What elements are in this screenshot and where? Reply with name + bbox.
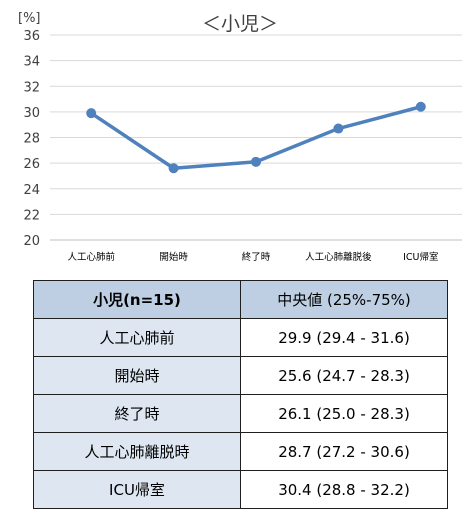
data-point <box>86 108 97 119</box>
row-value: 28.7 (27.2 - 30.6) <box>240 432 448 471</box>
x-tick-label: 終了時 <box>242 251 271 263</box>
data-point <box>415 101 426 112</box>
row-value: 25.6 (24.7 - 28.3) <box>240 356 448 395</box>
data-point <box>251 156 261 167</box>
table-row: 人工心肺前 29.9 (29.4 - 31.6) <box>33 318 448 357</box>
y-axis-unit-label: [%] <box>18 11 41 26</box>
series-line-group <box>86 101 426 174</box>
y-tick-label: 34 <box>23 55 40 70</box>
y-axis-ticks: 20 22 24 26 28 30 32 34 36 <box>23 29 40 249</box>
table-row: 終了時 26.1 (25.0 - 28.3) <box>33 394 448 433</box>
y-tick-label: 22 <box>23 208 40 223</box>
chart-title: ＜小児＞ <box>202 13 278 35</box>
data-point <box>168 163 179 174</box>
table-row: ICU帰室 30.4 (28.8 - 32.2) <box>33 470 448 509</box>
header-group-label: 小児(n=15) <box>33 280 241 319</box>
line-chart: ＜小児＞ [%] 202224262830323436 人工心肺前 開始時 終了時人… <box>18 11 462 263</box>
x-tick-label: 開始時 <box>159 251 188 263</box>
y-tick-label: 20 <box>23 234 40 249</box>
row-value: 29.9 (29.4 - 31.6) <box>240 318 448 357</box>
row-label: 人工心肺離脱時 <box>33 432 241 471</box>
row-value: 30.4 (28.8 - 32.2) <box>240 470 448 509</box>
x-tick-label: 人工心肺離脱後 <box>305 251 372 263</box>
y-tick-label: 30 <box>23 106 40 121</box>
summary-table-container: 小児(n=15) 中央値 (25%-75%) 人工心肺前 29.9 (29.4 … <box>33 280 448 509</box>
table-row: 人工心肺離脱時 28.7 (27.2 - 30.6) <box>33 432 448 471</box>
y-tick-label: 32 <box>23 80 40 95</box>
row-label: 終了時 <box>33 394 241 433</box>
x-axis-ticks: 人工心肺前 開始時 終了時 人工心肺離脱後 ICU帰室 <box>67 251 438 263</box>
y-tick-label: 28 <box>23 132 40 147</box>
x-tick-label: 人工心肺前 <box>67 251 115 263</box>
header-median-label: 中央値 (25%-75%) <box>240 280 448 319</box>
row-value: 26.1 (25.0 - 28.3) <box>240 394 448 433</box>
gridlines <box>50 34 462 241</box>
summary-table: 小児(n=15) 中央値 (25%-75%) 人工心肺前 29.9 (29.4 … <box>33 280 448 509</box>
table-row: 開始時 25.6 (24.7 - 28.3) <box>33 356 448 395</box>
table-header-row: 小児(n=15) 中央値 (25%-75%) <box>33 280 448 319</box>
y-tick-label: 24 <box>23 183 40 198</box>
data-point <box>333 123 344 134</box>
y-tick-label: 26 <box>23 157 40 172</box>
row-label: ICU帰室 <box>33 470 241 509</box>
y-tick-label: 36 <box>23 29 40 44</box>
row-label: 人工心肺前 <box>33 318 241 357</box>
x-tick-label: ICU帰室 <box>403 251 438 263</box>
row-label: 開始時 <box>33 356 241 395</box>
